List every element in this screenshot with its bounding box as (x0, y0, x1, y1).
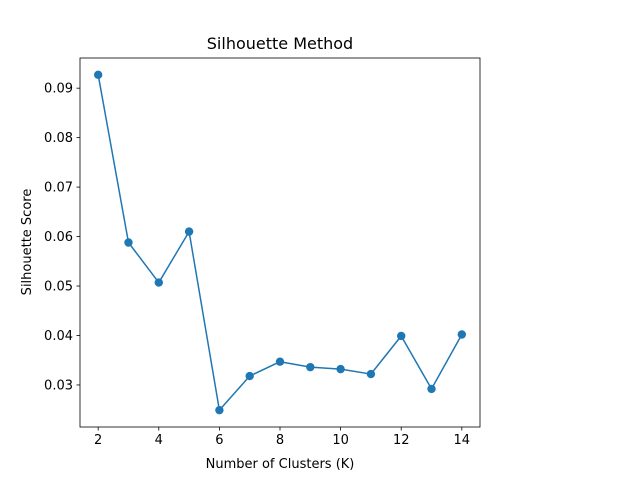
x-tick-label: 2 (94, 433, 102, 448)
x-tick-label: 10 (332, 433, 349, 448)
data-point (397, 331, 406, 341)
data-point (245, 371, 254, 381)
x-tick-label: 12 (393, 433, 410, 448)
data-point (215, 405, 224, 415)
x-tick-label: 8 (276, 433, 284, 448)
y-tick-label: 0.06 (44, 230, 73, 245)
data-point (457, 330, 467, 339)
y-axis-label: Silhouette Score (20, 189, 35, 296)
data-point (124, 238, 133, 247)
data-point (366, 369, 376, 379)
data-point (184, 227, 194, 236)
data-point (336, 364, 345, 374)
y-tick-label: 0.03 (44, 378, 73, 393)
data-point (93, 70, 103, 80)
data-point (154, 278, 163, 287)
x-tick-label: 6 (215, 433, 223, 448)
y-tick-label: 0.04 (44, 329, 73, 344)
y-tick-label: 0.09 (44, 82, 73, 97)
plot-area: 2 4 6 8 10 12 14 0.03 0.04 0.05 0.06 0.07 0.08 0.09 (44, 57, 481, 448)
y-tick-label: 0.05 (44, 280, 73, 295)
data-point (306, 362, 315, 372)
chart-title: Silhouette Method (207, 34, 353, 53)
data-point (275, 357, 285, 366)
data-point (427, 384, 436, 394)
x-axis-label: Number of Clusters (K) (206, 457, 355, 472)
x-tick-label: 4 (155, 433, 163, 448)
x-tick-label: 14 (454, 433, 471, 448)
y-tick-label: 0.08 (44, 131, 73, 146)
y-tick-label: 0.07 (44, 181, 73, 196)
